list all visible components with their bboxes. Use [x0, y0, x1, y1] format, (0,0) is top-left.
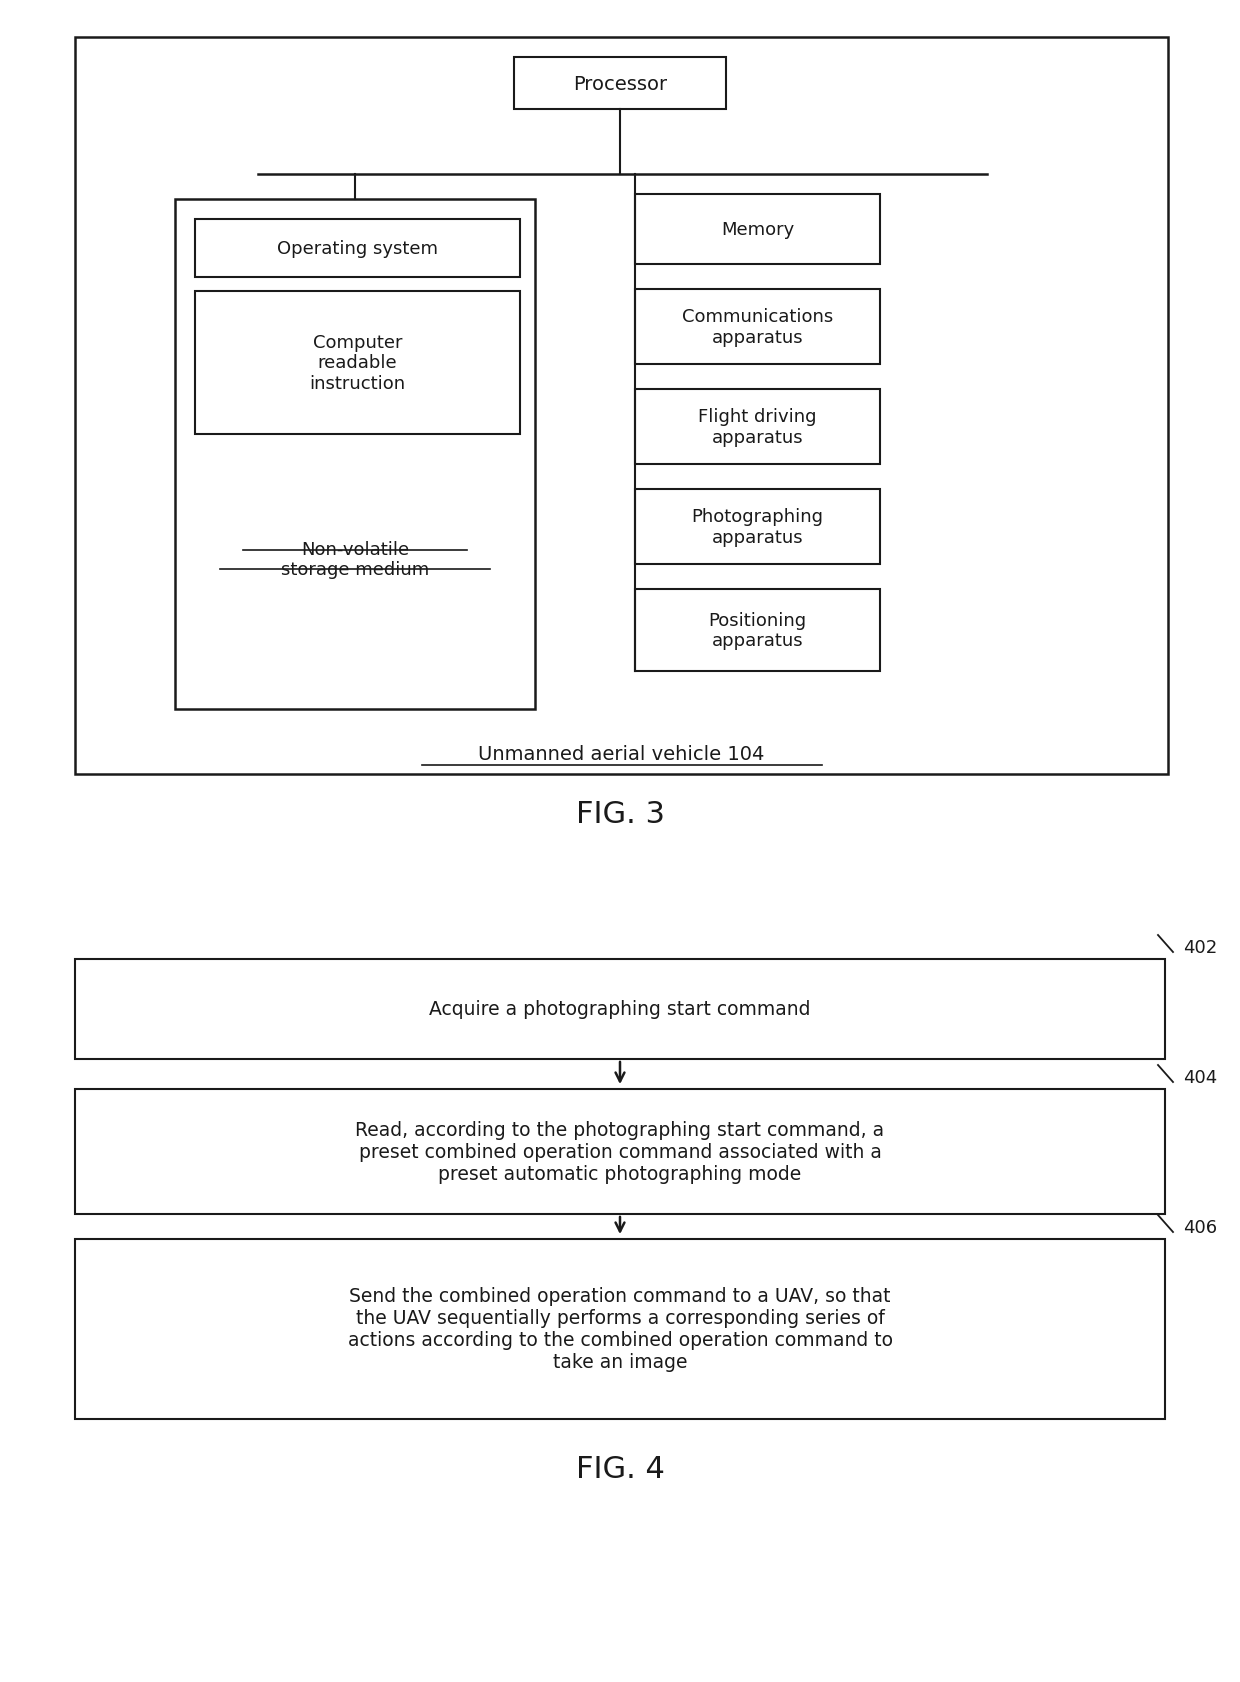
- Text: Photographing
apparatus: Photographing apparatus: [692, 508, 823, 547]
- Text: Non-volatile
storage medium: Non-volatile storage medium: [281, 540, 429, 579]
- Text: Memory: Memory: [720, 220, 794, 239]
- Text: Flight driving
apparatus: Flight driving apparatus: [698, 407, 817, 447]
- Text: 406: 406: [1183, 1218, 1218, 1236]
- Text: FIG. 4: FIG. 4: [575, 1455, 665, 1484]
- Text: Unmanned aerial vehicle 104: Unmanned aerial vehicle 104: [479, 745, 765, 764]
- Bar: [635, 289, 880, 365]
- Text: Operating system: Operating system: [277, 241, 438, 257]
- Text: Processor: Processor: [573, 74, 667, 94]
- Bar: [635, 590, 880, 671]
- Text: Acquire a photographing start command: Acquire a photographing start command: [429, 999, 811, 1019]
- Text: Communications
apparatus: Communications apparatus: [682, 308, 833, 346]
- Text: Computer
readable
instruction: Computer readable instruction: [310, 333, 405, 394]
- Bar: [635, 489, 880, 565]
- Bar: [635, 390, 880, 464]
- Bar: [74, 39, 1168, 774]
- Text: FIG. 3: FIG. 3: [575, 801, 665, 829]
- Text: Read, according to the photographing start command, a
preset combined operation : Read, according to the photographing sta…: [356, 1120, 884, 1184]
- Text: Send the combined operation command to a UAV, so that
the UAV sequentially perfo: Send the combined operation command to a…: [347, 1287, 893, 1373]
- Bar: [195, 220, 520, 278]
- Text: Positioning
apparatus: Positioning apparatus: [708, 611, 806, 649]
- Text: 402: 402: [1183, 939, 1218, 957]
- Bar: [175, 200, 534, 710]
- Bar: [74, 1090, 1166, 1214]
- Bar: [515, 57, 725, 109]
- Bar: [195, 291, 520, 434]
- Bar: [74, 959, 1166, 1060]
- Text: 404: 404: [1183, 1068, 1218, 1087]
- Bar: [635, 195, 880, 264]
- Bar: [74, 1240, 1166, 1420]
